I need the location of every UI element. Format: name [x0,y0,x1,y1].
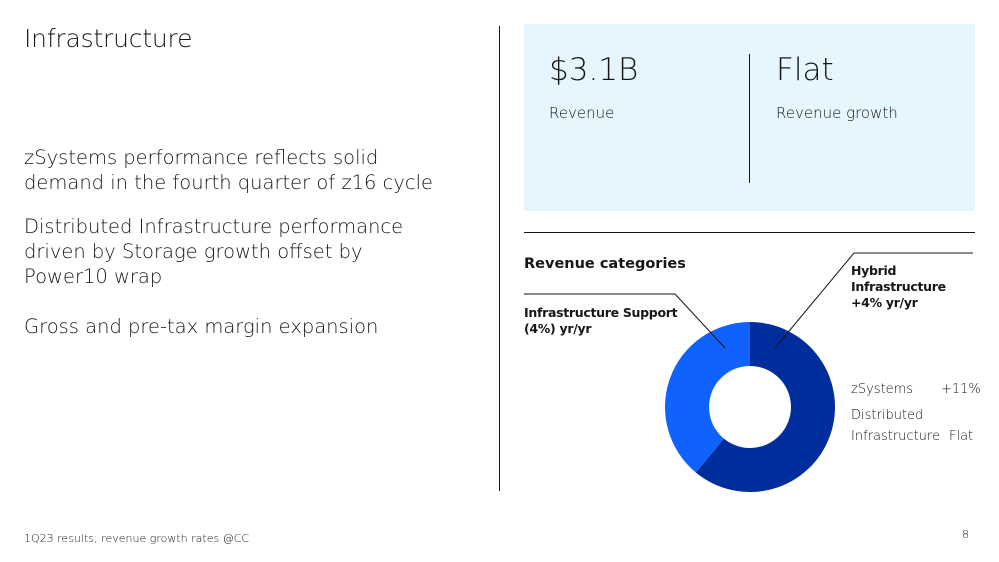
donut-slice-hybrid-infrastructure [695,322,836,492]
hybrid-callout-line3: +4% yr/yr [851,295,918,310]
bullet-margin: Gross and pre-tax margin expansion [24,315,379,338]
support-leader-line [674,293,726,349]
section-title: Revenue categories [524,256,686,272]
kpi-growth-label: Revenue growth [776,104,898,122]
section-rule [524,232,975,233]
page-number: 8 [962,528,969,541]
legend-distributed-name-2: Infrastructure [851,429,940,444]
kpi-separator [749,54,750,183]
bullet-zsystems: zSystems performance reflects solid dema… [24,146,434,194]
legend-zsystems-value: +11% [941,382,981,397]
kpi-growth-value: Flat [776,52,834,88]
bullet-distributed: Distributed Infrastructure performance d… [24,215,404,288]
hybrid-callout: Hybrid Infrastructure +4% yr/yr [851,263,946,311]
support-callout-line1: Infrastructure Support [524,305,678,320]
kpi-panel: $3.1B Revenue Flat Revenue growth [524,24,975,211]
legend-distributed-name-1: Distributed [851,408,924,423]
support-callout-line2: (4%) yr/yr [524,321,592,336]
hybrid-callout-line2: Infrastructure [851,279,946,294]
support-callout: Infrastructure Support (4%) yr/yr [524,305,678,337]
legend-zsystems-name: zSystems [851,382,914,397]
hybrid-leader-line [774,252,855,349]
donut-slice-infrastructure-support [665,322,750,473]
kpi-revenue-label: Revenue [549,104,615,122]
page-title: Infrastructure [24,24,193,53]
hybrid-callout-line1: Hybrid [851,263,897,278]
kpi-revenue-value: $3.1B [549,52,639,88]
footnote: 1Q23 results; revenue growth rates @CC [24,532,250,545]
legend-distributed-value: Flat [949,429,974,444]
vertical-divider [499,26,500,491]
